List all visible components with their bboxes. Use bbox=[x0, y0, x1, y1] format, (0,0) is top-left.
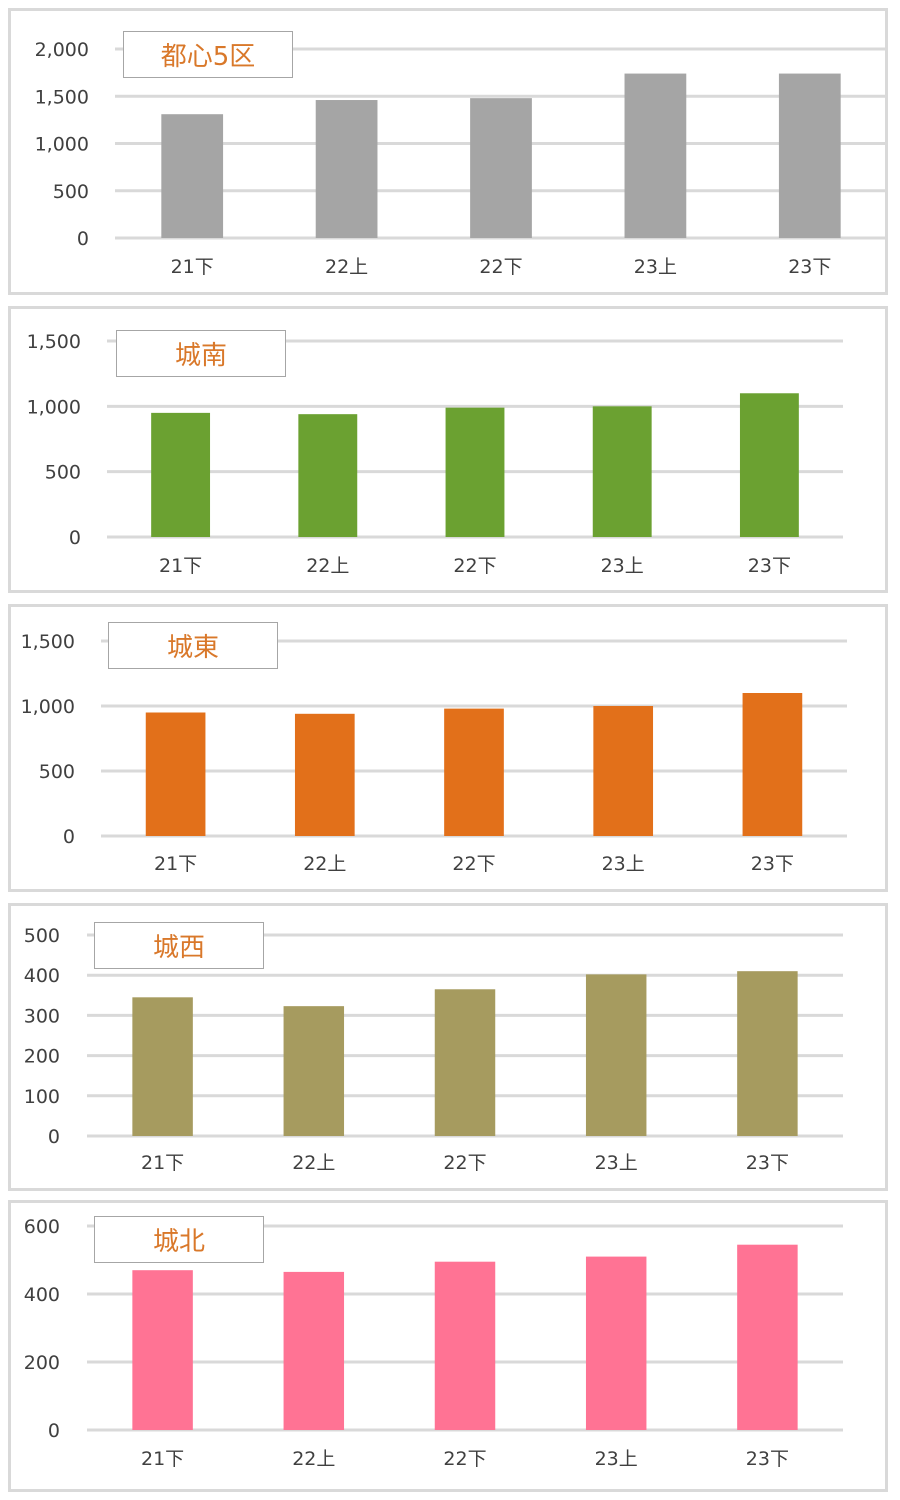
y-tick-label: 500 bbox=[45, 462, 81, 484]
y-tick-label: 0 bbox=[77, 228, 89, 250]
x-tick-label: 23下 bbox=[788, 256, 831, 278]
bar bbox=[161, 114, 224, 238]
x-tick-label: 22上 bbox=[306, 555, 349, 577]
y-tick-label: 0 bbox=[63, 826, 75, 848]
bar bbox=[592, 406, 652, 537]
y-tick-label: 400 bbox=[24, 1284, 60, 1306]
bar bbox=[132, 997, 193, 1136]
x-tick-label: 21下 bbox=[141, 1152, 184, 1174]
y-tick-label: 400 bbox=[24, 965, 60, 987]
bar bbox=[444, 708, 504, 836]
bar bbox=[585, 974, 647, 1136]
chart-title: 城東 bbox=[108, 622, 278, 669]
y-tick-label: 200 bbox=[24, 1352, 60, 1374]
y-tick-label: 200 bbox=[24, 1046, 60, 1068]
x-tick-label: 22下 bbox=[479, 256, 522, 278]
y-tick-label: 1,500 bbox=[35, 86, 89, 108]
bar bbox=[624, 73, 687, 238]
bar bbox=[585, 1256, 647, 1430]
y-tick-label: 0 bbox=[48, 1420, 60, 1442]
x-tick-label: 21下 bbox=[141, 1448, 184, 1470]
y-tick-label: 0 bbox=[48, 1126, 60, 1148]
y-tick-label: 100 bbox=[24, 1086, 60, 1108]
bar bbox=[445, 407, 505, 537]
bar bbox=[737, 1244, 798, 1430]
x-tick-label: 22下 bbox=[443, 1448, 486, 1470]
bar-chart-josai: 0 100 200 300 400 500 21下 22上 22下 23上 23下 bbox=[24, 925, 843, 1174]
y-tick-label: 1,500 bbox=[27, 331, 81, 353]
y-tick-label: 1,000 bbox=[27, 396, 81, 418]
chart-panel-toshin-5ku: 0 500 1,000 1,500 2,000 21下 22上 22下 23上 23下 都心5区 bbox=[8, 8, 888, 295]
y-tick-label: 500 bbox=[53, 181, 89, 203]
x-tick-label: 22上 bbox=[325, 256, 368, 278]
x-tick-label: 23下 bbox=[746, 1448, 789, 1470]
x-tick-label: 23上 bbox=[601, 555, 644, 577]
bar bbox=[294, 713, 355, 836]
chart-title: 城南 bbox=[116, 330, 286, 377]
bar bbox=[434, 989, 496, 1136]
x-tick-label: 23上 bbox=[634, 256, 677, 278]
bar-chart-johoku: 0 200 400 600 21下 22上 22下 23上 23下 bbox=[24, 1216, 843, 1470]
x-tick-label: 21下 bbox=[159, 555, 202, 577]
bar bbox=[434, 1261, 496, 1430]
chart-title: 城西 bbox=[94, 922, 264, 969]
bar bbox=[739, 393, 799, 537]
x-tick-label: 23上 bbox=[602, 853, 645, 875]
bar bbox=[593, 706, 654, 836]
bar bbox=[470, 98, 532, 238]
bar-chart-toshin-5ku: 0 500 1,000 1,500 2,000 21下 22上 22下 23上 23下 bbox=[35, 39, 885, 278]
y-tick-label: 1,000 bbox=[35, 134, 89, 156]
bar-chart-joto: 0 500 1,000 1,500 21下 22上 22下 23上 23下 bbox=[21, 631, 847, 875]
bar bbox=[315, 100, 378, 238]
x-tick-label: 22上 bbox=[292, 1152, 335, 1174]
x-tick-label: 22下 bbox=[453, 555, 496, 577]
x-tick-label: 22下 bbox=[443, 1152, 486, 1174]
x-tick-label: 23下 bbox=[748, 555, 791, 577]
x-tick-label: 23上 bbox=[595, 1152, 638, 1174]
bar bbox=[298, 414, 358, 537]
y-tick-label: 500 bbox=[39, 761, 75, 783]
y-tick-label: 600 bbox=[24, 1216, 60, 1238]
x-tick-label: 21下 bbox=[154, 853, 197, 875]
x-tick-label: 22上 bbox=[303, 853, 346, 875]
x-tick-label: 23上 bbox=[595, 1448, 638, 1470]
bar bbox=[283, 1006, 345, 1136]
x-tick-label: 22上 bbox=[292, 1448, 335, 1470]
x-tick-label: 23下 bbox=[751, 853, 794, 875]
bar bbox=[145, 712, 206, 836]
y-tick-label: 500 bbox=[24, 925, 60, 947]
bar bbox=[151, 412, 211, 537]
chart-panel-johoku: 0 200 400 600 21下 22上 22下 23上 23下 城北 bbox=[8, 1200, 888, 1492]
chart-panel-jonan: 0 500 1,000 1,500 21下 22上 22下 23上 23下 城南 bbox=[8, 306, 888, 593]
bar bbox=[778, 73, 841, 238]
x-tick-label: 23下 bbox=[746, 1152, 789, 1174]
chart-title: 都心5区 bbox=[123, 31, 293, 78]
chart-panel-josai: 0 100 200 300 400 500 21下 22上 22下 23上 23下 城西 bbox=[8, 903, 888, 1191]
bar bbox=[283, 1271, 345, 1430]
chart-panel-joto: 0 500 1,000 1,500 21下 22上 22下 23上 23下 城東 bbox=[8, 604, 888, 892]
bar bbox=[737, 971, 798, 1136]
x-tick-label: 22下 bbox=[452, 853, 495, 875]
y-tick-label: 0 bbox=[69, 527, 81, 549]
bar bbox=[132, 1270, 193, 1430]
y-tick-label: 1,500 bbox=[21, 631, 75, 653]
y-tick-label: 300 bbox=[24, 1005, 60, 1027]
y-tick-label: 1,000 bbox=[21, 696, 75, 718]
x-tick-label: 21下 bbox=[171, 256, 214, 278]
chart-title: 城北 bbox=[94, 1216, 264, 1263]
y-tick-label: 2,000 bbox=[35, 39, 89, 61]
bar bbox=[742, 693, 803, 836]
